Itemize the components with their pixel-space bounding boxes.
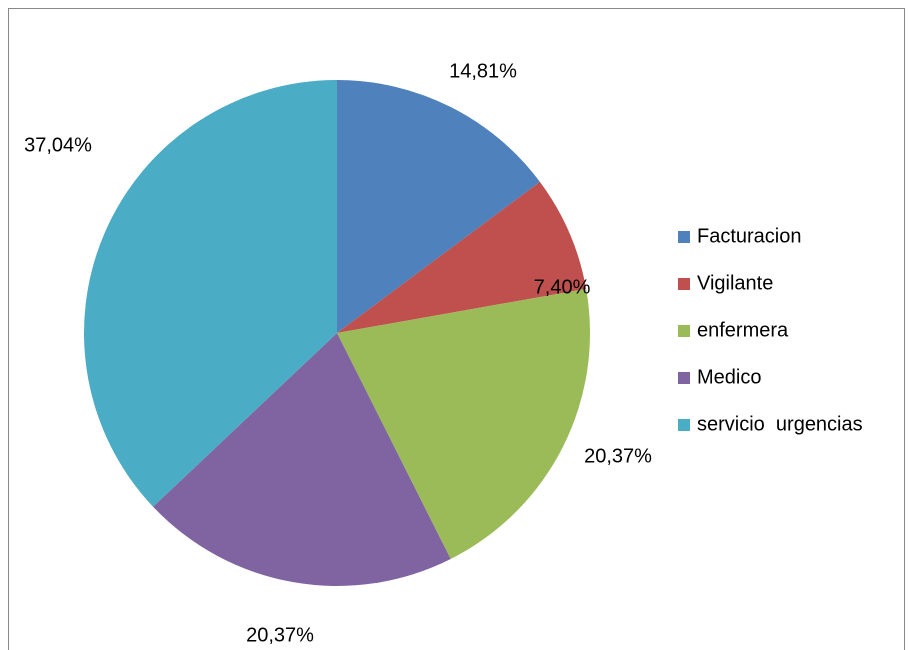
legend-label: Facturacion <box>697 225 802 247</box>
legend-swatch <box>678 278 690 290</box>
data-label: 7,40% <box>534 276 591 298</box>
data-label: 20,37% <box>584 445 652 467</box>
legend-swatch <box>678 231 690 243</box>
legend-label: servicio urgencias <box>697 413 863 435</box>
data-label: 14,81% <box>449 60 517 82</box>
pie-slice <box>83 80 337 507</box>
data-label: 37,04% <box>24 134 92 156</box>
pie-slice <box>337 181 587 333</box>
data-label: 20,37% <box>246 624 314 646</box>
legend-label: Vigilante <box>697 272 773 294</box>
pie-slice <box>337 80 540 333</box>
pie-slice <box>337 288 590 560</box>
legend-label: Medico <box>697 366 761 388</box>
legend-swatch <box>678 325 690 337</box>
pie-slice <box>153 333 451 586</box>
legend-label: enfermera <box>697 319 789 341</box>
legend-swatch <box>678 419 690 431</box>
legend-swatch <box>678 372 690 384</box>
